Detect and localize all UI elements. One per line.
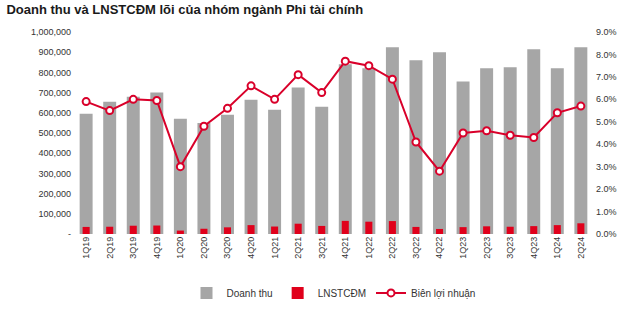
svg-text:900,000: 900,000	[38, 47, 71, 57]
svg-text:4Q22: 4Q22	[434, 237, 444, 259]
svg-text:7.0%: 7.0%	[596, 72, 617, 82]
svg-text:Biên lợi nhuận: Biên lợi nhuận	[411, 288, 475, 299]
svg-text:3Q22: 3Q22	[411, 237, 421, 259]
svg-text:4Q21: 4Q21	[340, 237, 350, 259]
svg-text:Doanh thu và LNSTCĐM lõi của n: Doanh thu và LNSTCĐM lõi của nhóm ngành …	[6, 2, 363, 17]
svg-text:4Q20: 4Q20	[246, 237, 256, 259]
svg-text:2Q20: 2Q20	[199, 237, 209, 259]
svg-text:5.0%: 5.0%	[596, 117, 617, 127]
svg-text:600,000: 600,000	[38, 108, 71, 118]
svg-text:1Q24: 1Q24	[552, 237, 562, 259]
svg-text:1Q23: 1Q23	[458, 237, 468, 259]
svg-text:2Q21: 2Q21	[293, 237, 303, 259]
svg-text:2Q23: 2Q23	[482, 237, 492, 259]
svg-text:LNSTCĐM: LNSTCĐM	[318, 288, 366, 299]
svg-text:500,000: 500,000	[38, 128, 71, 138]
svg-text:0.0%: 0.0%	[596, 229, 617, 239]
svg-text:2.0%: 2.0%	[596, 184, 617, 194]
svg-text:800,000: 800,000	[38, 68, 71, 78]
svg-text:1,000,000: 1,000,000	[31, 27, 71, 37]
svg-text:8.0%: 8.0%	[596, 50, 617, 60]
svg-text:3Q20: 3Q20	[222, 237, 232, 259]
svg-text:4.0%: 4.0%	[596, 139, 617, 149]
svg-text:4Q23: 4Q23	[529, 237, 539, 259]
svg-text:Doanh thu: Doanh thu	[227, 288, 273, 299]
svg-text:200,000: 200,000	[38, 189, 71, 199]
svg-text:6.0%: 6.0%	[596, 94, 617, 104]
svg-text:1Q20: 1Q20	[175, 237, 185, 259]
svg-text:1Q19: 1Q19	[81, 237, 91, 259]
svg-text:700,000: 700,000	[38, 88, 71, 98]
svg-text:1.0%: 1.0%	[596, 207, 617, 217]
svg-text:1Q22: 1Q22	[364, 237, 374, 259]
svg-text:9.0%: 9.0%	[596, 27, 617, 37]
svg-text:3Q19: 3Q19	[128, 237, 138, 259]
svg-text:100,000: 100,000	[38, 209, 71, 219]
svg-text:3Q21: 3Q21	[317, 237, 327, 259]
svg-text:2Q19: 2Q19	[105, 237, 115, 259]
svg-text:4Q19: 4Q19	[152, 237, 162, 259]
svg-text:2Q24: 2Q24	[576, 237, 586, 259]
svg-text:-: -	[68, 229, 71, 239]
svg-text:2Q22: 2Q22	[387, 237, 397, 259]
svg-text:1Q21: 1Q21	[270, 237, 280, 259]
svg-text:3.0%: 3.0%	[596, 162, 617, 172]
svg-text:3Q23: 3Q23	[505, 237, 515, 259]
svg-text:300,000: 300,000	[38, 169, 71, 179]
svg-text:400,000: 400,000	[38, 148, 71, 158]
